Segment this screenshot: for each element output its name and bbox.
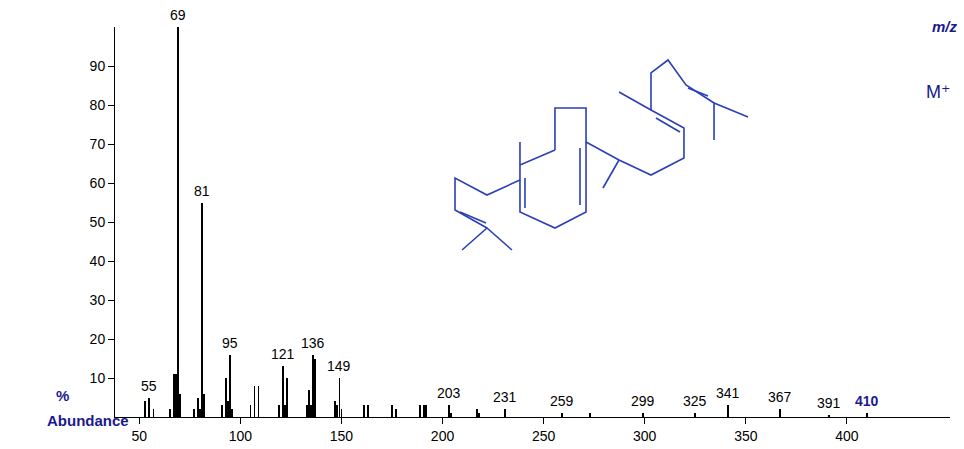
svg-text:80: 80 bbox=[90, 97, 106, 113]
svg-text:250: 250 bbox=[532, 428, 556, 444]
svg-text:410: 410 bbox=[855, 393, 879, 409]
svg-text:95: 95 bbox=[222, 335, 238, 351]
svg-text:300: 300 bbox=[633, 428, 657, 444]
svg-text:M⁺: M⁺ bbox=[926, 82, 951, 102]
svg-text:136: 136 bbox=[301, 335, 325, 351]
svg-text:81: 81 bbox=[194, 183, 210, 199]
svg-text:%: % bbox=[56, 387, 69, 404]
svg-text:391: 391 bbox=[817, 395, 841, 411]
svg-text:341: 341 bbox=[716, 385, 740, 401]
svg-text:325: 325 bbox=[683, 393, 707, 409]
svg-text:350: 350 bbox=[734, 428, 758, 444]
svg-text:149: 149 bbox=[327, 358, 351, 374]
svg-text:100: 100 bbox=[229, 428, 253, 444]
svg-text:30: 30 bbox=[90, 292, 106, 308]
svg-text:70: 70 bbox=[90, 136, 106, 152]
svg-text:60: 60 bbox=[90, 175, 106, 191]
svg-text:40: 40 bbox=[90, 253, 106, 269]
svg-text:10: 10 bbox=[90, 370, 106, 386]
svg-text:55: 55 bbox=[141, 378, 157, 394]
svg-text:69: 69 bbox=[170, 7, 186, 23]
svg-text:259: 259 bbox=[550, 393, 574, 409]
svg-text:20: 20 bbox=[90, 331, 106, 347]
svg-text:200: 200 bbox=[431, 428, 455, 444]
svg-text:231: 231 bbox=[493, 389, 517, 405]
svg-text:Abundance: Abundance bbox=[47, 412, 129, 429]
svg-text:50: 50 bbox=[90, 214, 106, 230]
svg-text:50: 50 bbox=[131, 428, 147, 444]
svg-text:367: 367 bbox=[768, 389, 792, 405]
svg-text:90: 90 bbox=[90, 58, 106, 74]
svg-text:150: 150 bbox=[330, 428, 354, 444]
svg-text:400: 400 bbox=[835, 428, 859, 444]
svg-text:121: 121 bbox=[271, 346, 295, 362]
svg-text:m/z: m/z bbox=[932, 18, 958, 35]
svg-text:299: 299 bbox=[631, 393, 655, 409]
svg-text:203: 203 bbox=[437, 385, 461, 401]
